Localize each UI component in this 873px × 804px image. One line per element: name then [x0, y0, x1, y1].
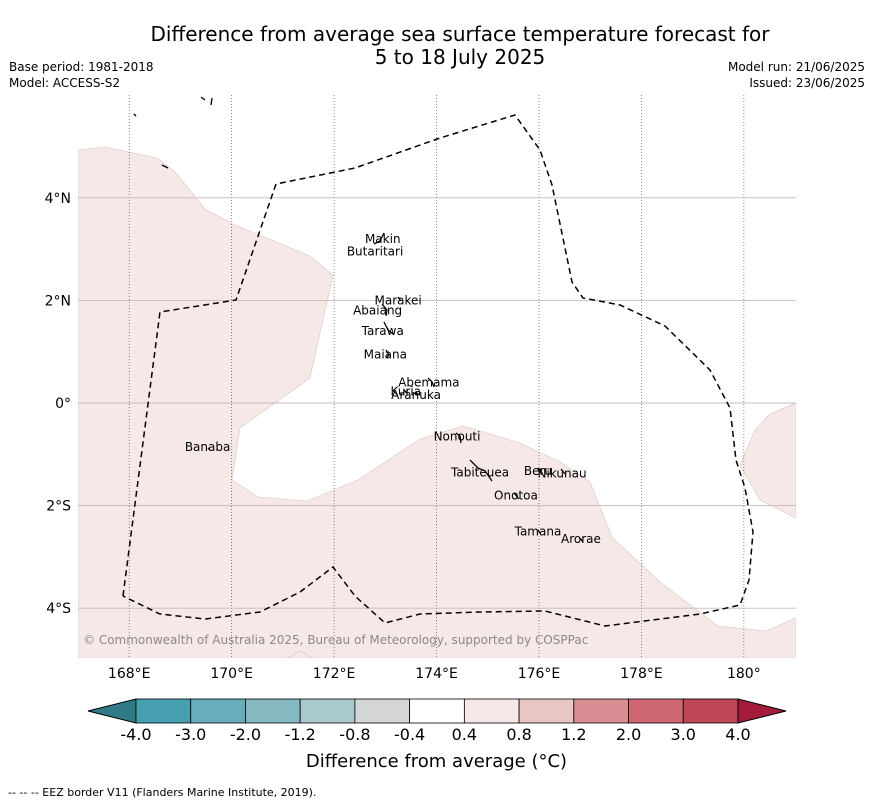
colorbar: -4.0 -3.0 -2.0 -1.2 -0.8 -0.4 0.4 0.8 1.2 2.0 3.0 4… [87, 698, 787, 744]
anomaly-shading-east [739, 402, 796, 519]
island-label-maiana: Maiana [364, 347, 407, 361]
longitude-tick-label: 168°E [108, 666, 151, 682]
colorbar-bin [190, 698, 246, 724]
copyright-notice: © Commonwealth of Australia 2025, Bureau… [83, 633, 588, 647]
colorbar-bin [682, 698, 739, 724]
colorbar-bin [463, 698, 520, 724]
colorbar-bin [245, 698, 301, 724]
island-label-abaiang: Abaiang [353, 304, 402, 318]
base-period: Base period: 1981-2018 [9, 60, 154, 74]
latitude-tick-label: 4°S [46, 601, 71, 617]
island-label-kuria: Kuria [391, 385, 422, 399]
eez-footnote: -- -- -- EEZ border V11 (Flanders Marine… [8, 786, 317, 799]
colorbar-tick-label: -2.0 [230, 725, 261, 744]
island-label-makin: Makin [365, 232, 401, 246]
island-label-nonouti: Nonouti [434, 429, 481, 443]
longitude-tick-label: 170°E [210, 666, 253, 682]
colorbar-title: Difference from average (°C) [305, 751, 568, 772]
colorbar-tick-label: 3.0 [671, 725, 696, 744]
eez-border [122, 114, 754, 627]
latitude-tick-label: 0° [55, 396, 71, 412]
longitude-tick-label: 174°E [415, 666, 458, 682]
colorbar-bin [518, 698, 575, 724]
island-label-tamana: Tamana [514, 524, 562, 538]
colorbar-bin [135, 698, 192, 724]
colorbar-tick-label: -3.0 [175, 725, 206, 744]
anomaly-shading-south [286, 650, 314, 658]
issued-date: Issued: 23/06/2025 [749, 76, 865, 90]
anomaly-shading [78, 146, 796, 658]
island-label-banaba: Banaba [185, 440, 231, 454]
colorbar-bin [354, 698, 411, 724]
colorbar-bin [628, 698, 684, 724]
island-label-marakei: Marakei [375, 293, 422, 307]
colorbar-tick-label: 2.0 [616, 725, 641, 744]
colorbar-bin [409, 698, 465, 724]
colorbar-bin [573, 698, 629, 724]
colorbar-tick-label: 4.0 [725, 725, 750, 744]
latitude-tick-label: 2°S [46, 499, 71, 515]
colorbar-tick-label: 0.8 [506, 725, 531, 744]
colorbar-bin [299, 698, 356, 724]
colorbar-tick-label: 0.4 [452, 725, 477, 744]
colorbar-tick-label: -1.2 [285, 725, 316, 744]
colorbar-tick-label: -0.8 [339, 725, 370, 744]
map-title-line1: Difference from average sea surface temp… [150, 22, 770, 46]
graticule [78, 95, 796, 658]
island-label-onotoa: Onotoa [494, 488, 538, 502]
latitude-tick-labels: 4°N 2°N 0° 2°S 4°S [45, 191, 72, 617]
island-label-abemama: Abemama [398, 375, 459, 389]
longitude-tick-label: 180° [727, 666, 761, 682]
island-outlines [133, 96, 584, 543]
longitude-tick-label: 178°E [620, 666, 663, 682]
longitude-tick-labels: 168°E 170°E 172°E 174°E 176°E 178°E 180° [108, 666, 761, 682]
island-label-butaritari: Butaritari [347, 245, 404, 259]
island-label-arorae: Arorae [561, 532, 601, 546]
island-label-nikunau: Nikunau [537, 466, 586, 480]
latitude-tick-label: 2°N [45, 293, 71, 309]
model-run: Model run: 21/06/2025 [727, 60, 865, 74]
colorbar-over-arrow [737, 698, 787, 724]
island-label-tarawa: Tarawa [361, 324, 404, 338]
island-label-beru: Beru [524, 464, 552, 478]
colorbar-tick-label: 1.2 [561, 725, 586, 744]
model-name: Model: ACCESS-S2 [9, 76, 121, 90]
longitude-tick-label: 172°E [313, 666, 356, 682]
colorbar-tick-label: -4.0 [120, 725, 151, 744]
colorbar-tick-label: -0.4 [394, 725, 425, 744]
latitude-tick-label: 4°N [45, 191, 71, 207]
map-title-line2: 5 to 18 July 2025 [374, 45, 546, 69]
island-label-aranuka: Aranuka [391, 388, 441, 402]
longitude-tick-label: 176°E [518, 666, 561, 682]
island-label-tabiteuea: Tabiteuea [450, 465, 509, 479]
colorbar-under-arrow [87, 698, 137, 724]
